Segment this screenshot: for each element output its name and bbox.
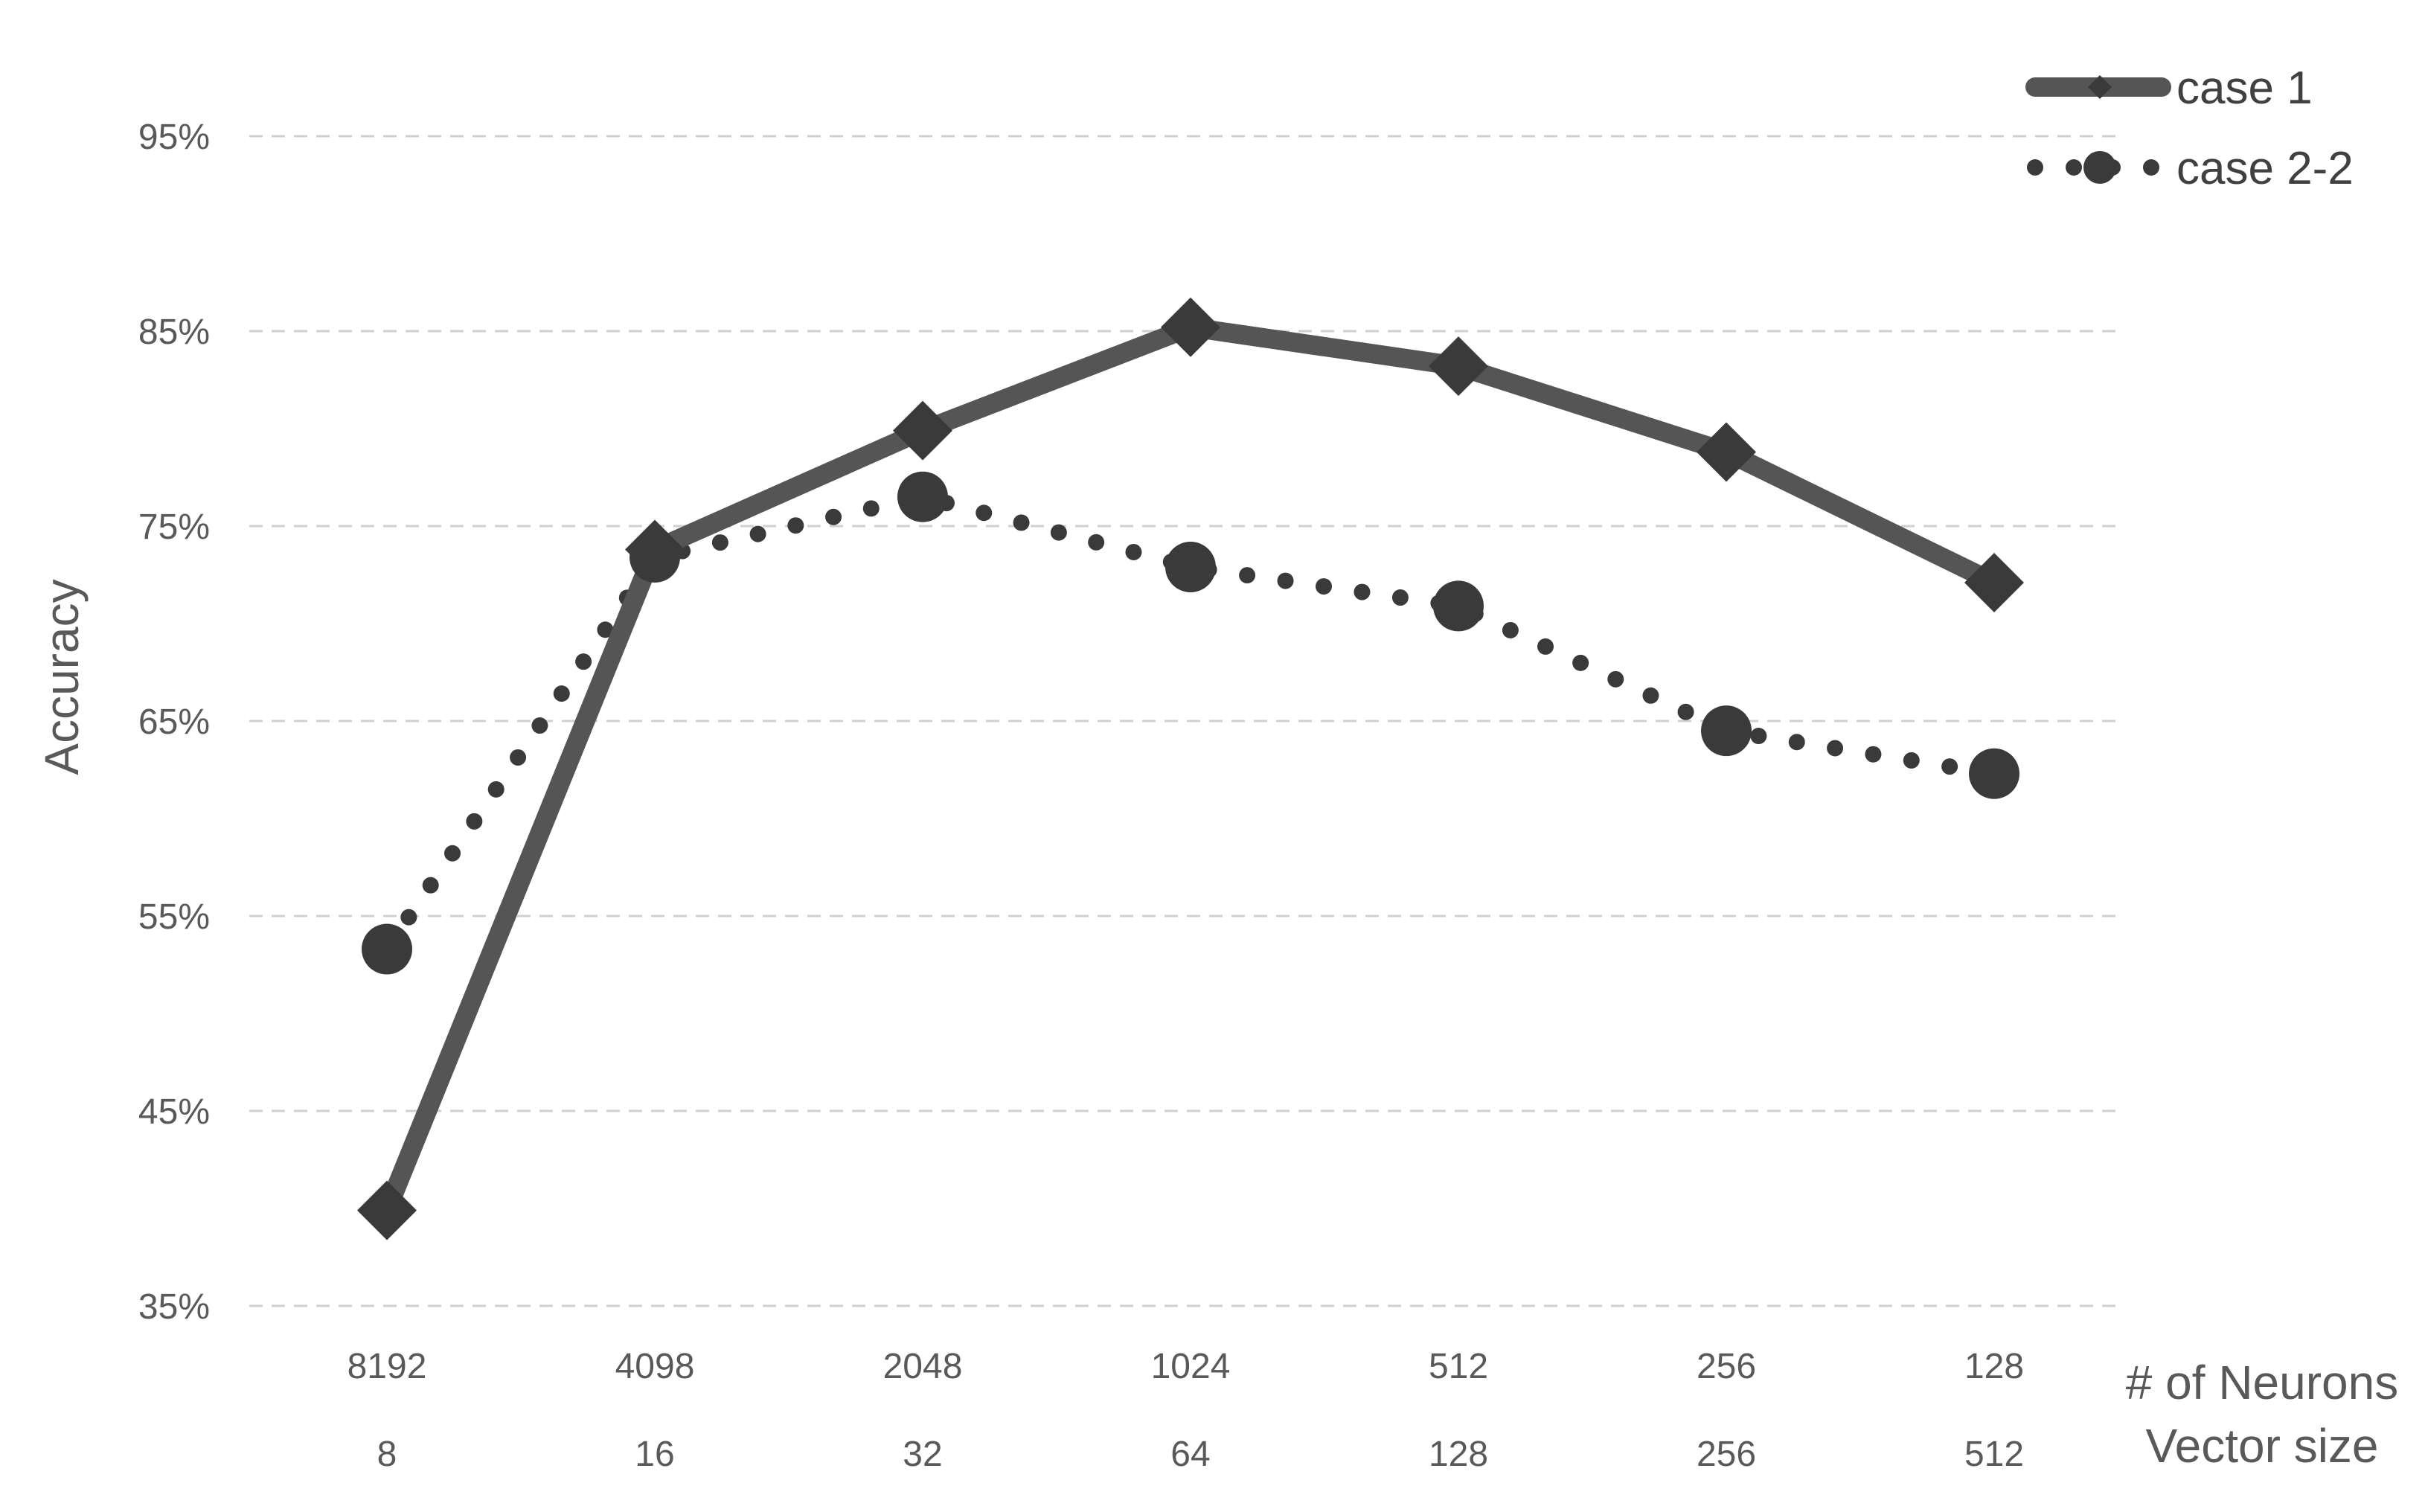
series-line-case-1 [377, 317, 2004, 1220]
legend-marker-case-2-2 [2083, 151, 2116, 184]
case-1-point [357, 1180, 417, 1240]
x-axis-ticks: 8192 4098 2048 1024 512 256 128 8 16 32 64 128 256 51… [347, 1347, 2024, 1474]
case-2-2-point [897, 471, 948, 522]
x-tick-label-secondary: 64 [1170, 1435, 1210, 1474]
x-tick-label: 4098 [615, 1347, 695, 1386]
series-lines [377, 317, 2004, 1220]
legend-label-case-2-2: case 2-2 [2176, 143, 2354, 194]
x-tick-label-secondary: 128 [1429, 1435, 1488, 1474]
y-axis-title: Accuracy [35, 579, 89, 775]
series-markers [357, 297, 2024, 1240]
y-tick-label: 95% [138, 118, 210, 157]
x-tick-label-secondary: 32 [903, 1435, 942, 1474]
x-axis-title: # of Neurons [2126, 1356, 2398, 1409]
y-tick-label: 65% [138, 702, 210, 742]
y-tick-label: 55% [138, 897, 210, 937]
x-tick-label-secondary: 16 [635, 1435, 674, 1474]
x-tick-label: 8192 [347, 1347, 427, 1386]
case-2-2-point [1165, 542, 1216, 593]
case-2-2-point [1969, 748, 2019, 799]
x-tick-label-secondary: 256 [1697, 1435, 1756, 1474]
x-tick-label: 1024 [1151, 1347, 1231, 1386]
y-tick-label: 35% [138, 1287, 210, 1327]
x-tick-label: 512 [1429, 1347, 1488, 1386]
x-tick-label: 256 [1697, 1347, 1756, 1386]
y-tick-label: 85% [138, 313, 210, 352]
case-1-point [1697, 422, 1756, 482]
x-axis-title-secondary: Vector size [2145, 1419, 2378, 1473]
y-axis-ticks: 35% 45% 55% 65% 75% 85% 95% [138, 118, 210, 1327]
legend: case 1 case 2-2 [2025, 63, 2354, 194]
case-1-point [625, 519, 685, 580]
case-1-point [1161, 297, 1220, 357]
x-tick-label-secondary: 512 [1964, 1435, 2024, 1474]
x-tick-label-secondary: 8 [377, 1435, 397, 1474]
case-2-2-point [1433, 580, 1484, 632]
case-1-point [1964, 552, 2024, 612]
case-2-2-point [1701, 705, 1752, 757]
case-1-point [1429, 336, 1488, 397]
legend-marker-case-1 [2088, 75, 2112, 99]
y-tick-label: 75% [138, 507, 210, 547]
x-tick-label: 128 [1964, 1347, 2024, 1386]
case-1-point [893, 400, 952, 461]
x-tick-label: 2048 [883, 1347, 963, 1386]
case-2-2-point [362, 923, 412, 975]
legend-label-case-1: case 1 [2176, 63, 2313, 114]
y-tick-label: 45% [138, 1092, 210, 1132]
